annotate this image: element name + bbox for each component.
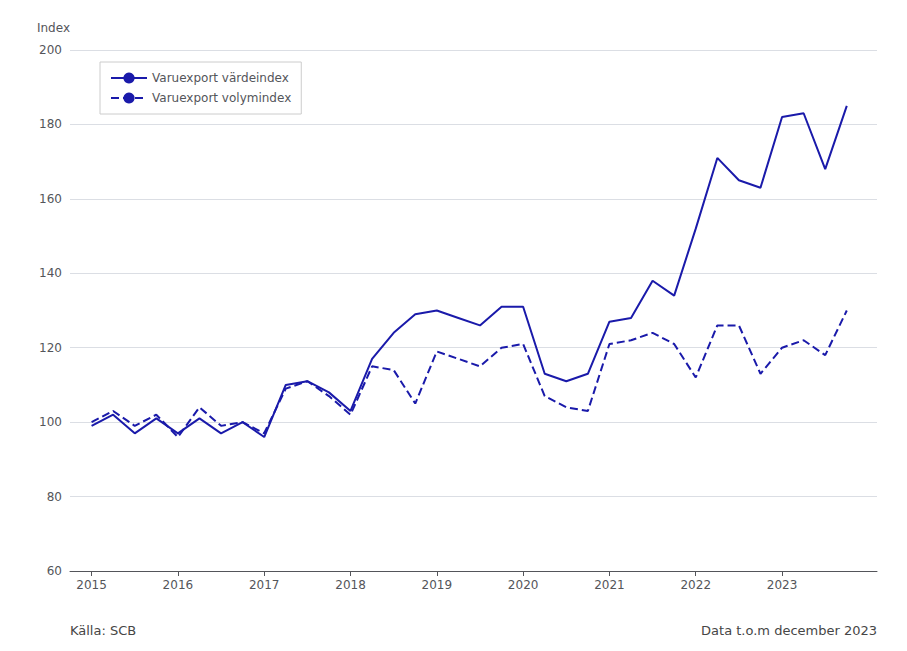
svg-text:100: 100 (39, 415, 62, 429)
svg-text:160: 160 (39, 192, 62, 206)
svg-text:200: 200 (39, 43, 62, 57)
svg-text:2020: 2020 (508, 578, 539, 592)
svg-text:2015: 2015 (76, 578, 107, 592)
svg-text:Data t.o.m december 2023: Data t.o.m december 2023 (701, 623, 877, 638)
svg-text:2018: 2018 (335, 578, 366, 592)
svg-text:Varuexport volymindex: Varuexport volymindex (152, 91, 291, 105)
svg-text:2022: 2022 (680, 578, 711, 592)
svg-text:2016: 2016 (163, 578, 194, 592)
svg-text:2017: 2017 (249, 578, 280, 592)
svg-text:Varuexport värdeindex: Varuexport värdeindex (152, 71, 289, 85)
svg-text:Index: Index (37, 21, 70, 35)
svg-text:80: 80 (47, 490, 62, 504)
svg-text:2021: 2021 (594, 578, 625, 592)
svg-text:60: 60 (47, 564, 62, 578)
svg-text:180: 180 (39, 117, 62, 131)
svg-text:2023: 2023 (767, 578, 798, 592)
svg-text:Källa: SCB: Källa: SCB (70, 623, 136, 638)
svg-text:140: 140 (39, 266, 62, 280)
svg-text:120: 120 (39, 341, 62, 355)
svg-text:2019: 2019 (422, 578, 453, 592)
